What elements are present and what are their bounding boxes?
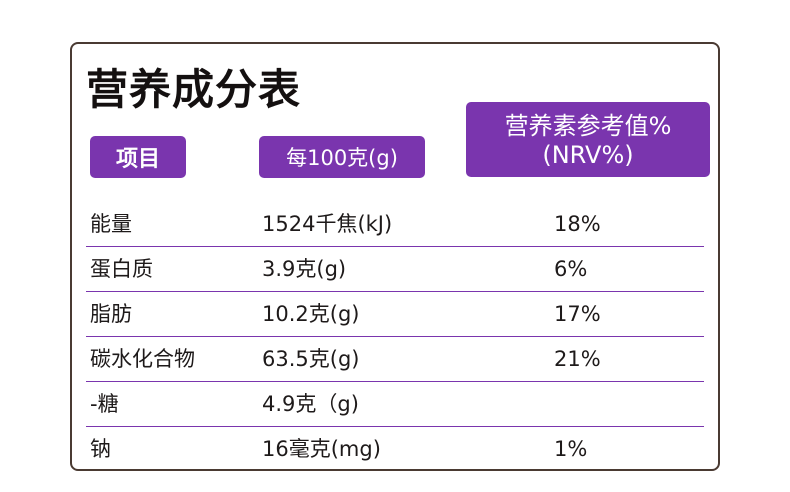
row-amount: 10.2克(g) [262,302,360,326]
row-name: 碳水化合物 [90,347,195,371]
row-amount: 3.9克(g) [262,257,347,281]
table-row: 蛋白质 3.9克(g) 6% [72,247,718,292]
header-nrv-sublabel: (NRV%) [542,140,634,169]
table-row: 脂肪 10.2克(g) 17% [72,292,718,337]
row-name: 能量 [90,212,132,236]
row-name: -糖 [90,392,119,416]
table-row: -糖 4.9克（g) [72,382,718,427]
row-nrv: 21% [554,347,601,371]
row-amount: 4.9克（g) [262,392,359,416]
header-nrv-badge: 营养素参考值% (NRV%) [466,102,710,177]
row-name: 蛋白质 [90,257,153,281]
row-nrv: 17% [554,302,601,326]
table-row: 能量 1524千焦(kJ) 18% [72,202,718,247]
table-row: 碳水化合物 63.5克(g) 21% [72,337,718,382]
table-title: 营养成分表 [86,65,302,114]
row-nrv: 1% [554,437,588,461]
row-name: 脂肪 [90,302,132,326]
row-nrv: 18% [554,212,601,236]
table-row: 钠 16毫克(mg) 1% [72,427,718,472]
header-item-badge: 项目 [90,136,186,178]
row-amount: 1524千焦(kJ) [262,212,393,236]
row-divider [86,246,704,247]
row-name: 钠 [90,437,111,461]
row-amount: 16毫克(mg) [262,437,381,461]
row-divider [86,336,704,337]
header-per-100g-badge: 每100克(g) [259,136,425,178]
row-divider [86,291,704,292]
row-amount: 63.5克(g) [262,347,360,371]
header-nrv-label: 营养素参考值% [504,111,672,140]
row-divider [86,426,704,427]
row-divider [86,381,704,382]
nutrition-facts-card: 营养成分表 项目 每100克(g) 营养素参考值% (NRV%) 能量 1524… [70,42,720,471]
row-nrv: 6% [554,257,588,281]
